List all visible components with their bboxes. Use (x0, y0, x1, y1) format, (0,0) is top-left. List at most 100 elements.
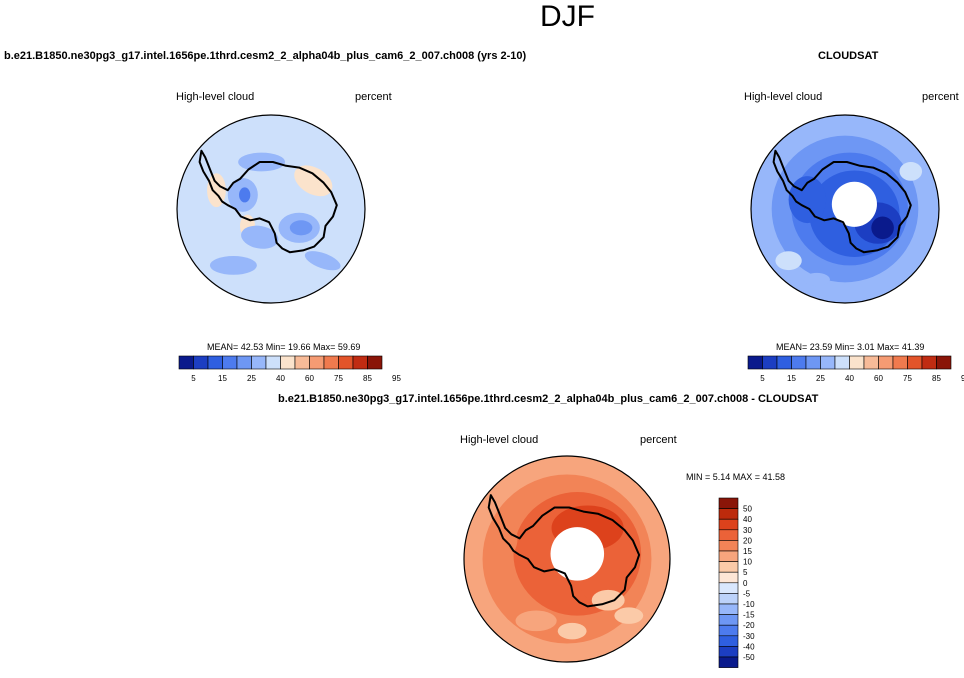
colorbar-swatch (718, 508, 739, 520)
diff-map-border (463, 455, 671, 663)
obs-stats: MEAN= 23.59 Min= 3.01 Max= 41.39 (776, 342, 925, 352)
colorbar-swatch (849, 355, 865, 370)
colorbar-swatch (718, 571, 739, 584)
colorbar-tick-label: 15 (218, 374, 227, 383)
diff-stats: MIN = 5.14 MAX = 41.58 (686, 472, 786, 482)
diff-contour (614, 607, 644, 624)
model-coastline (198, 149, 338, 254)
diff-contour (515, 610, 557, 632)
model-colorbar: 5 15 25 40 60 75 85 95 (178, 355, 401, 383)
colorbar-swatch (323, 355, 339, 370)
colorbar-swatch (193, 355, 209, 370)
model-polar-map (176, 114, 366, 304)
model-units-label: percent (355, 91, 392, 103)
colorbar-tick-label: 10 (743, 558, 752, 567)
model-contour (241, 225, 279, 249)
colorbar-tick-label: -40 (743, 642, 755, 651)
colorbar-tick-label: 25 (247, 374, 256, 383)
colorbar-tick-label: -5 (743, 589, 751, 598)
colorbar-tick-label: 95 (961, 374, 964, 383)
colorbar-tick-label: 60 (874, 374, 883, 383)
colorbar-swatch (820, 355, 836, 370)
colorbar-tick-label: 20 (743, 536, 752, 545)
colorbar-swatch (309, 355, 325, 370)
model-panel-title: b.e21.B1850.ne30pg3_g17.intel.1656pe.1th… (4, 50, 527, 62)
colorbar-swatch (791, 355, 807, 370)
colorbar-swatch (338, 355, 354, 370)
colorbar-swatch (892, 355, 908, 370)
model-contour (304, 251, 341, 271)
diff-contour (557, 622, 587, 640)
colorbar-swatch (236, 355, 252, 370)
diff-field (464, 456, 670, 662)
colorbar-swatch (834, 355, 850, 370)
diff-coastline (487, 494, 641, 608)
obs-variable-label: High-level cloud (744, 91, 823, 103)
colorbar-tick-label: 40 (276, 374, 285, 383)
colorbar-tick-label: -20 (743, 621, 755, 630)
colorbar-tick-label: 15 (787, 374, 796, 383)
model-stats: MEAN= 42.53 Min= 19.66 Max= 59.69 (207, 342, 361, 352)
obs-colorbar: 5 15 25 40 60 75 85 95 (747, 355, 964, 383)
colorbar-swatch (718, 656, 739, 668)
diff-panel-title: b.e21.B1850.ne30pg3_g17.intel.1656pe.1th… (278, 393, 819, 405)
obs-contour (899, 162, 923, 181)
colorbar-swatch (747, 355, 763, 370)
diff-missing-data (550, 527, 605, 581)
colorbar-swatch (367, 355, 383, 370)
model-map-border (176, 114, 366, 304)
colorbar-tick-label: 5 (191, 374, 196, 383)
colorbar-swatch (222, 355, 238, 370)
colorbar-tick-label: 30 (743, 526, 752, 535)
colorbar-swatch (762, 355, 778, 370)
colorbar-swatch (251, 355, 267, 370)
obs-map-border (750, 114, 940, 304)
colorbar-tick-label: -30 (743, 632, 755, 641)
colorbar-swatch (718, 497, 739, 509)
model-contour (239, 187, 251, 203)
colorbar-swatch (878, 355, 894, 370)
colorbar-tick-label: 95 (392, 374, 401, 383)
obs-panel-title: CLOUDSAT (818, 50, 879, 62)
model-contour (289, 220, 313, 236)
obs-contour (803, 272, 830, 287)
colorbar-tick-label: 75 (334, 374, 343, 383)
colorbar-swatch (207, 355, 223, 370)
model-variable-label: High-level cloud (176, 91, 255, 103)
season-title: DJF (540, 0, 595, 33)
model-contour (294, 165, 333, 197)
diff-polar-map (463, 455, 671, 663)
model-contour (209, 256, 257, 275)
colorbar-swatch (936, 355, 952, 370)
diff-variable-label: High-level cloud (460, 434, 539, 446)
colorbar-tick-label: 40 (743, 515, 752, 524)
obs-coastline (772, 149, 912, 254)
colorbar-swatch (718, 518, 739, 531)
colorbar-swatch (921, 355, 937, 370)
obs-units-label: percent (922, 91, 959, 103)
colorbar-tick-label: 5 (743, 568, 748, 577)
colorbar-swatch (863, 355, 879, 370)
colorbar-tick-label: 15 (743, 547, 752, 556)
colorbar-tick-label: -10 (743, 600, 755, 609)
colorbar-tick-label: 5 (760, 374, 765, 383)
obs-contour (775, 251, 802, 271)
colorbar-tick-label: -15 (743, 611, 755, 620)
diff-units-label: percent (640, 434, 677, 446)
colorbar-swatch (718, 593, 739, 605)
colorbar-swatch (718, 529, 739, 541)
colorbar-tick-label: 25 (816, 374, 825, 383)
colorbar-swatch (718, 614, 739, 626)
colorbar-swatch (718, 603, 739, 615)
colorbar-swatch (280, 355, 296, 370)
colorbar-tick-label: -50 (743, 653, 755, 662)
colorbar-swatch (294, 355, 310, 370)
obs-missing-data (831, 181, 877, 227)
colorbar-swatch (718, 540, 739, 552)
colorbar-tick-label: 85 (363, 374, 372, 383)
colorbar-tick-label: 75 (903, 374, 912, 383)
colorbar-tick-label: 40 (845, 374, 854, 383)
colorbar-swatch (178, 355, 194, 370)
model-background (177, 115, 365, 303)
